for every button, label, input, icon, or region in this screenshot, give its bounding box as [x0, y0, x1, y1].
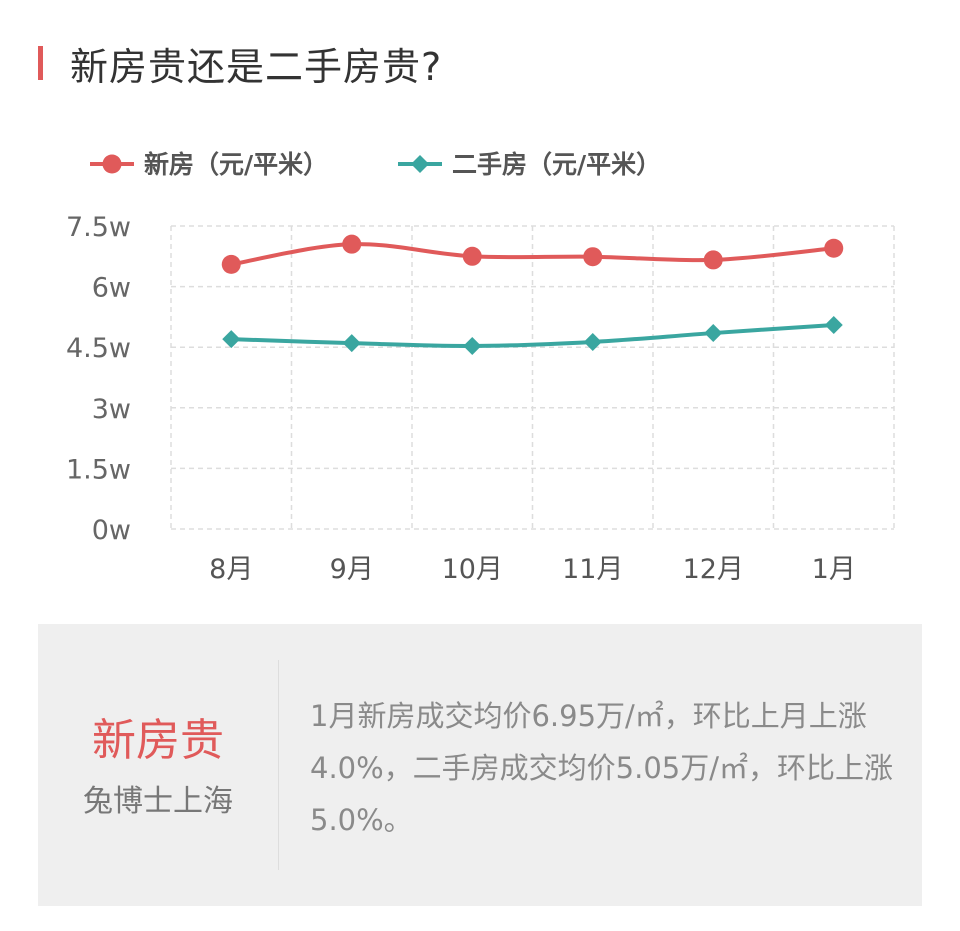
page-title: 新房贵还是二手房贵?	[70, 45, 443, 89]
x-tick-label: 12月	[683, 554, 744, 585]
data-point-2	[824, 315, 843, 334]
data-point-2	[583, 332, 602, 351]
summary-text: 1月新房成交均价6.95万/㎡，环比上月上涨4.0%，二手房成交均价5.05万/…	[310, 699, 894, 837]
x-tick-label: 10月	[442, 554, 503, 585]
title-accent-bar	[38, 46, 43, 80]
x-tick-label: 8月	[209, 554, 253, 585]
series-line-1	[230, 242, 834, 267]
data-point-1	[342, 234, 362, 254]
legend-label-2: 二手房（元/平米）	[452, 150, 661, 179]
y-tick-label: 6w	[92, 273, 131, 304]
data-point-2	[704, 324, 723, 343]
x-tick-label: 1月	[812, 554, 856, 585]
y-tick-label: 4.5w	[66, 333, 131, 364]
data-point-2	[222, 330, 241, 349]
data-point-1	[583, 247, 603, 267]
data-point-1	[824, 238, 844, 258]
y-tick-label: 3w	[92, 394, 131, 425]
line-chart: 7.5w 6w 4.5w 3w 1.5w 0w 8月 9月 10月 11月 12月 1月 新房（元/平米…	[66, 150, 895, 585]
series-line-2	[231, 322, 834, 348]
y-tick-label: 7.5w	[66, 212, 131, 243]
x-tick-label: 11月	[562, 554, 623, 585]
data-point-1	[221, 254, 241, 274]
legend-label-1: 新房（元/平米）	[144, 150, 328, 179]
data-point-2	[342, 334, 361, 353]
x-tick-label: 9月	[330, 554, 374, 585]
data-point-1	[462, 246, 482, 266]
summary-divider	[278, 660, 279, 870]
summary-source: 兔博士上海	[83, 784, 233, 819]
summary-verdict: 新房贵	[92, 715, 224, 766]
y-tick-label: 1.5w	[66, 454, 131, 485]
legend-marker-1	[102, 154, 122, 174]
legend-marker-2	[411, 155, 429, 173]
summary-panel: 新房贵 兔博士上海 1月新房成交均价6.95万/㎡，环比上月上涨4.0%，二手房…	[38, 624, 922, 906]
data-point-2	[463, 336, 482, 355]
data-point-1	[703, 250, 723, 270]
y-tick-label: 0w	[92, 515, 131, 546]
